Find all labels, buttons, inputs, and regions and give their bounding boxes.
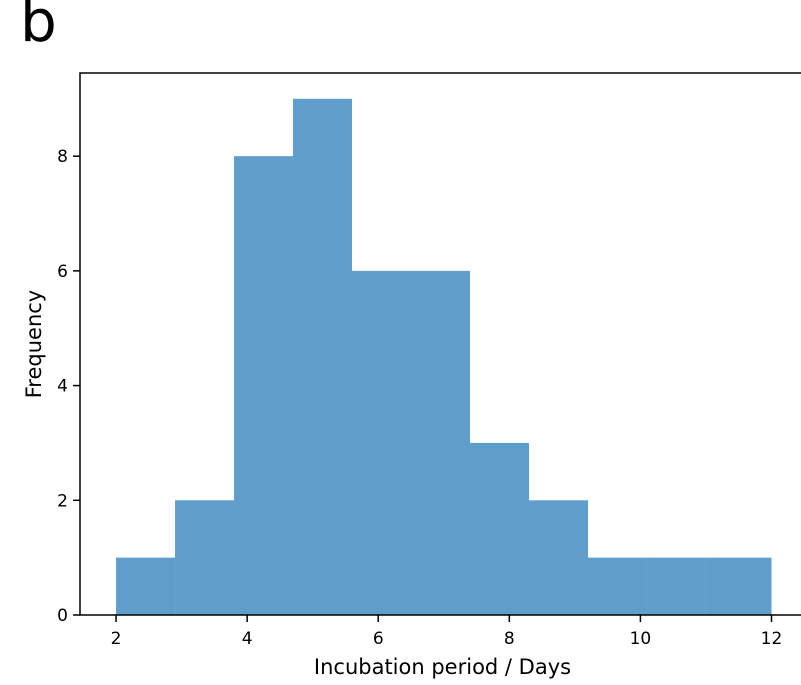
x-tick-label: 6	[373, 629, 384, 649]
y-tick-label: 2	[57, 491, 68, 511]
histogram-bar	[352, 270, 412, 615]
y-axis-ticks: 0 2 4 6 8	[57, 147, 80, 626]
histogram-bar	[646, 557, 706, 615]
y-tick-label: 6	[57, 262, 68, 282]
panel-label: b	[20, 0, 57, 55]
histogram-bar	[175, 500, 235, 615]
histogram-bar	[705, 557, 772, 615]
x-tick-label: 10	[630, 629, 652, 649]
histogram-bar	[293, 98, 353, 616]
y-tick-label: 0	[57, 606, 68, 626]
histogram-bar	[411, 270, 470, 615]
x-tick-label: 4	[242, 629, 253, 649]
plot-frame	[79, 72, 801, 616]
x-tick-label: 8	[504, 629, 515, 649]
histogram-bar	[116, 557, 176, 615]
x-axis-ticks: 2 4 6 8 10 12	[111, 615, 783, 649]
x-tick-label: 12	[761, 629, 783, 649]
histogram-bar	[234, 156, 294, 616]
y-tick-label: 8	[57, 147, 68, 167]
bars-group	[116, 98, 772, 616]
histogram-bar	[469, 442, 529, 615]
y-axis-label: Frequency	[22, 290, 46, 399]
histogram-bar	[587, 557, 647, 615]
histogram-bar	[528, 500, 588, 615]
x-tick-label: 2	[111, 629, 122, 649]
x-axis-label: Incubation period / Days	[314, 655, 571, 679]
y-tick-label: 4	[57, 377, 68, 397]
